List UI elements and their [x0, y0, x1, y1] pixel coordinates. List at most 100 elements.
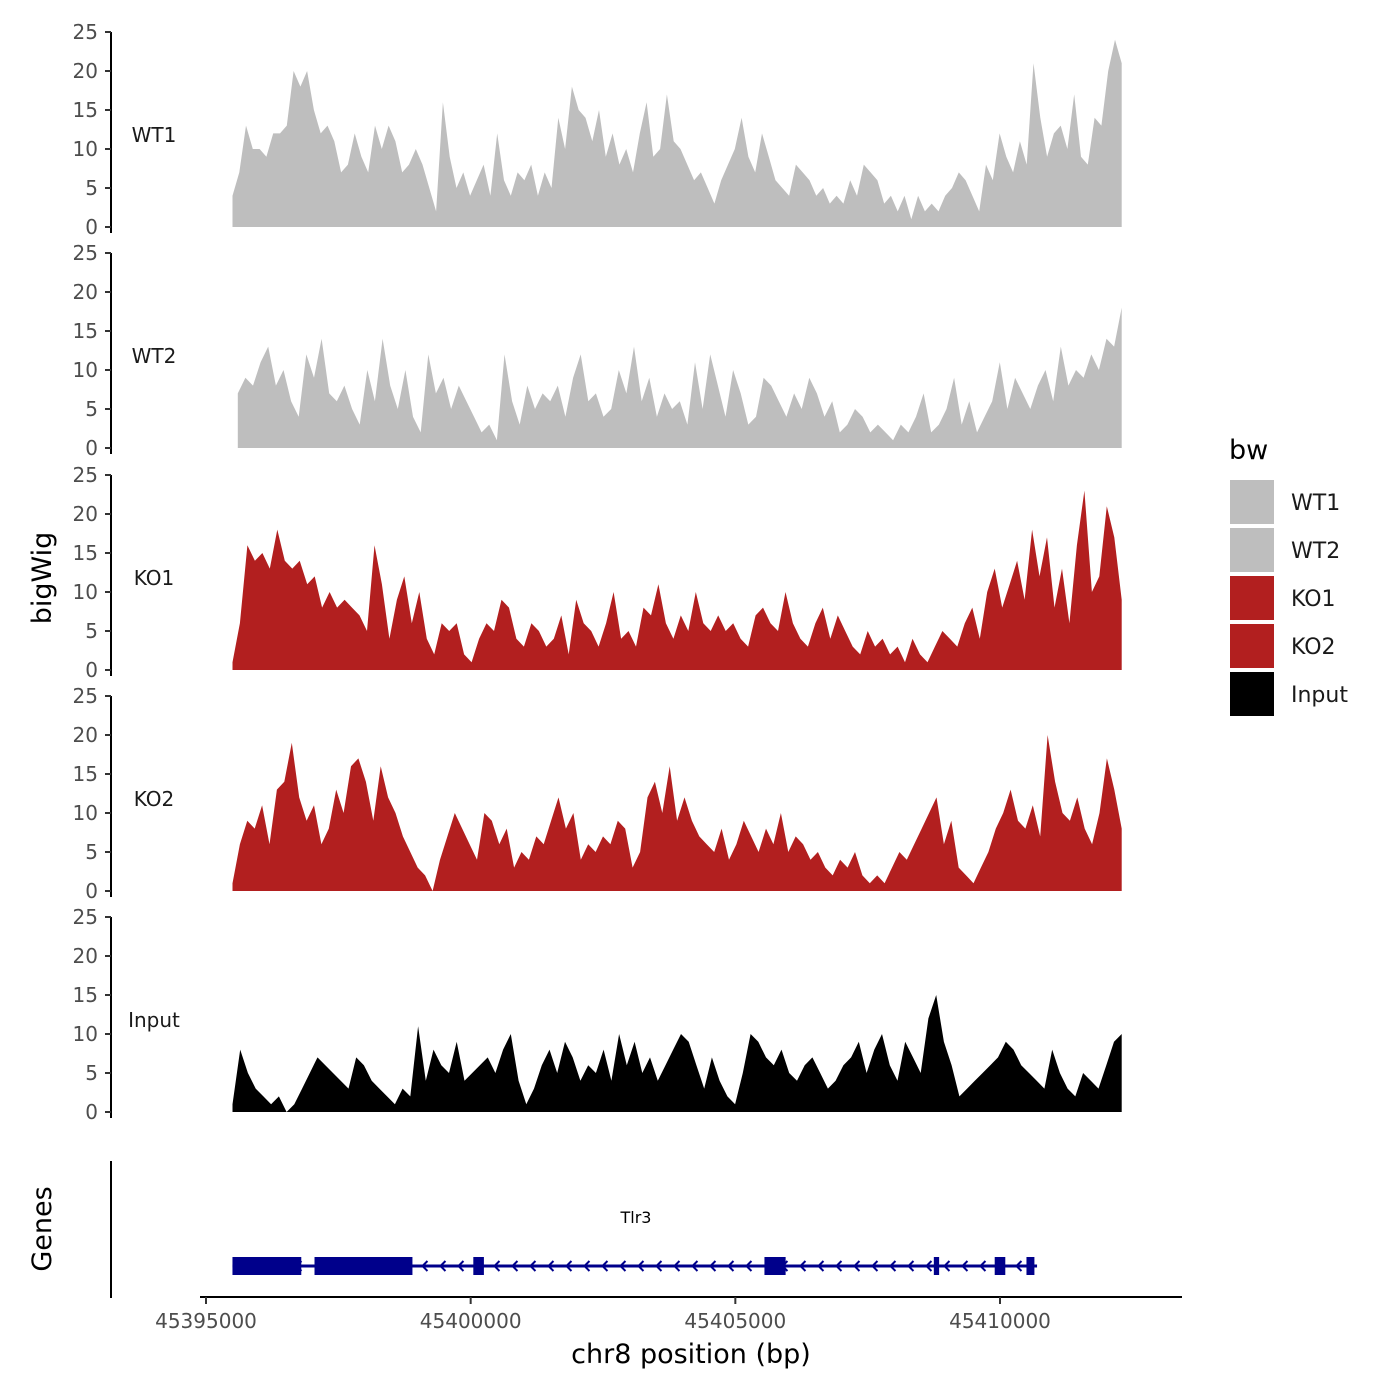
strand-arrow — [691, 1260, 699, 1272]
y-tick-label: 25 — [73, 241, 98, 265]
strand-arrow — [673, 1260, 681, 1272]
y-tick-label: 5 — [85, 840, 98, 864]
coverage-area — [232, 39, 1122, 227]
genes-track-title: Genes — [27, 1186, 58, 1271]
coverage-area — [232, 995, 1122, 1112]
y-tick-label: 10 — [73, 801, 98, 825]
legend-label: KO1 — [1291, 587, 1336, 612]
y-tick-label: 5 — [85, 176, 98, 200]
y-tick-label: 0 — [85, 436, 98, 460]
legend-entry: Input — [1230, 672, 1348, 716]
strand-arrow — [889, 1260, 897, 1272]
strand-arrow — [745, 1260, 753, 1272]
strand-arrow — [439, 1260, 447, 1272]
gene-exon — [764, 1257, 786, 1275]
strand-arrow — [835, 1260, 843, 1272]
x-tick-label: 45405000 — [684, 1309, 786, 1333]
legend-label: Input — [1291, 683, 1348, 708]
strand-arrow — [619, 1260, 627, 1272]
strand-arrow — [799, 1260, 807, 1272]
y-tick-label: 25 — [73, 905, 98, 929]
legend: bw WT1 WT2 KO1 KO2 Input — [1229, 435, 1348, 716]
coverage-area — [232, 490, 1122, 670]
strand-arrow — [457, 1260, 465, 1272]
y-tick-label: 10 — [73, 358, 98, 382]
strand-arrow — [655, 1260, 663, 1272]
strand-arrow — [583, 1260, 591, 1272]
gene-exon — [473, 1257, 484, 1275]
legend-entry: KO1 — [1230, 576, 1336, 620]
genes-track: Genes Tlr3 — [27, 1161, 1038, 1298]
gene-exon — [314, 1257, 413, 1275]
strand-arrow — [547, 1260, 555, 1272]
gene-label: Tlr3 — [620, 1208, 652, 1227]
y-tick-label: 5 — [85, 397, 98, 421]
legend-swatch — [1230, 480, 1274, 524]
gene-exon — [1026, 1257, 1035, 1275]
strand-arrow — [421, 1260, 429, 1272]
strand-arrow — [1015, 1260, 1023, 1272]
y-tick-label: 5 — [85, 1061, 98, 1085]
y-tick-label: 20 — [73, 280, 98, 304]
strand-arrow — [925, 1260, 933, 1272]
y-tick-label: 25 — [73, 463, 98, 487]
y-tick-label: 5 — [85, 619, 98, 643]
y-axis-title-group: bigWig — [27, 532, 58, 625]
strand-arrow — [727, 1260, 735, 1272]
legend-label: WT1 — [1291, 491, 1340, 516]
legend-swatch — [1230, 624, 1274, 668]
coverage-area — [232, 735, 1122, 891]
legend-entries: WT1 WT2 KO1 KO2 Input — [1230, 480, 1348, 716]
y-tick-label: 25 — [73, 684, 98, 708]
y-tick-label: 15 — [73, 983, 98, 1007]
track-input: 0 5 10 15 20 25 Input — [73, 905, 1122, 1124]
legend-swatch — [1230, 672, 1274, 716]
track-wt1: 0 5 10 15 20 25 WT1 — [73, 20, 1122, 239]
x-tick-label: 45410000 — [949, 1309, 1051, 1333]
legend-entry: WT2 — [1230, 528, 1340, 572]
track-name: WT2 — [132, 344, 177, 368]
track-ko2: 0 5 10 15 20 25 KO2 — [73, 684, 1122, 903]
x-axis: 45395000 45400000 45405000 45410000 chr8 po… — [155, 1296, 1182, 1370]
y-tick-label: 0 — [85, 658, 98, 682]
y-tick-label: 10 — [73, 1022, 98, 1046]
track-name: KO1 — [134, 566, 175, 590]
y-tick-label: 20 — [73, 59, 98, 83]
strand-arrow — [907, 1260, 915, 1272]
track-wt2: 0 5 10 15 20 25 WT2 — [73, 241, 1122, 460]
legend-title: bw — [1229, 435, 1268, 466]
strand-arrow — [529, 1260, 537, 1272]
gene-exon — [232, 1257, 302, 1275]
x-axis-ticks: 45395000 45400000 45405000 45410000 — [155, 1297, 1051, 1333]
strand-arrow — [853, 1260, 861, 1272]
y-tick-label: 10 — [73, 137, 98, 161]
strand-arrow — [493, 1260, 501, 1272]
bigwig-panels: 0 5 10 15 20 25 WT1 0 5 10 15 20 25 WT2 0 5 10 15 20 25 KO1 0… — [73, 20, 1122, 1124]
legend-swatch — [1230, 528, 1274, 572]
strand-arrow — [979, 1260, 987, 1272]
track-name: Input — [128, 1008, 180, 1032]
gene-exon — [994, 1257, 1006, 1275]
legend-entry: KO2 — [1230, 624, 1336, 668]
x-tick-label: 45395000 — [155, 1309, 257, 1333]
y-tick-label: 15 — [73, 541, 98, 565]
y-tick-label: 0 — [85, 215, 98, 239]
strand-arrow — [871, 1260, 879, 1272]
track-ko1: 0 5 10 15 20 25 KO1 — [73, 463, 1122, 682]
strand-arrow — [709, 1260, 717, 1272]
strand-arrow — [943, 1260, 951, 1272]
y-tick-label: 20 — [73, 723, 98, 747]
gene-exon — [933, 1257, 940, 1275]
y-tick-label: 0 — [85, 1100, 98, 1124]
y-tick-label: 25 — [73, 20, 98, 44]
strand-arrow — [511, 1260, 519, 1272]
y-tick-label: 0 — [85, 879, 98, 903]
y-tick-label: 15 — [73, 319, 98, 343]
strand-arrow — [961, 1260, 969, 1272]
y-axis-title: bigWig — [27, 532, 58, 625]
track-name: WT1 — [132, 123, 177, 147]
legend-entry: WT1 — [1230, 480, 1340, 524]
coverage-area — [237, 307, 1122, 448]
y-tick-label: 15 — [73, 98, 98, 122]
